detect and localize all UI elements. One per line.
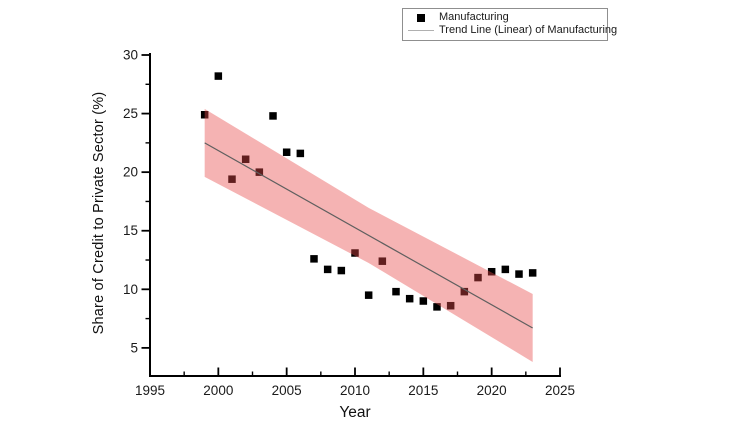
axes-layer xyxy=(141,53,561,377)
data-point-marker xyxy=(255,168,264,176)
data-point-marker xyxy=(200,110,209,119)
data-point-marker xyxy=(392,287,400,296)
data-point-marker xyxy=(460,287,469,296)
black-square-marker-icon xyxy=(417,13,425,22)
data-point-marker xyxy=(296,149,305,158)
data-point-marker xyxy=(323,265,332,274)
y-tick-label: 30 xyxy=(123,48,138,63)
data-point-marker xyxy=(487,267,496,276)
data-point-marker xyxy=(405,294,414,303)
data-point-marker xyxy=(446,301,455,310)
data-point-marker xyxy=(214,72,223,80)
trend-line xyxy=(204,142,533,329)
data-point-marker xyxy=(228,175,236,183)
x-tick-label: 2000 xyxy=(203,383,233,398)
legend-label: Trend Line (Linear) of Manufacturing xyxy=(439,24,618,36)
legend-label: Manufacturing xyxy=(439,11,509,23)
x-tick-label: 2025 xyxy=(545,383,575,398)
y-axis-title: Share of Credit to Private Sector (%) xyxy=(91,91,107,335)
x-tick-label: 2005 xyxy=(272,383,302,398)
x-tick-label: 2015 xyxy=(408,383,438,398)
legend-item-manufacturing: Manufacturing xyxy=(407,11,603,24)
x-axis-title: Year xyxy=(339,404,371,421)
x-tick-label: 1995 xyxy=(135,383,165,398)
data-point-marker xyxy=(515,270,523,278)
data-point-marker xyxy=(310,255,318,263)
y-tick-label: 10 xyxy=(123,282,138,297)
y-tick-label: 5 xyxy=(130,340,138,355)
data-point-marker xyxy=(282,148,291,156)
data-point-marker xyxy=(419,297,428,305)
data-point-marker xyxy=(528,269,537,277)
data-point-marker xyxy=(351,249,359,257)
trend-line-layer xyxy=(204,142,533,329)
data-point-marker xyxy=(241,155,250,164)
x-tick-label: 2020 xyxy=(477,383,507,398)
y-tick-label: 15 xyxy=(123,223,138,238)
y-tick-label: 25 xyxy=(123,106,138,121)
legend: Manufacturing Trend Line (Linear) of Man… xyxy=(402,8,617,41)
data-point-marker xyxy=(269,112,277,120)
trend-line-swatch-icon xyxy=(408,30,434,31)
x-tick-label: 2010 xyxy=(340,383,370,398)
y-tick-label: 20 xyxy=(123,165,138,180)
data-point-marker xyxy=(474,273,482,282)
data-point-marker xyxy=(378,257,387,265)
legend-item-trend-line: Trend Line (Linear) of Manufacturing xyxy=(407,24,617,37)
data-point-marker xyxy=(337,266,346,275)
data-point-marker xyxy=(364,291,373,299)
data-point-marker xyxy=(433,303,441,311)
data-point-marker xyxy=(501,265,510,274)
data-points-layer xyxy=(200,72,537,311)
